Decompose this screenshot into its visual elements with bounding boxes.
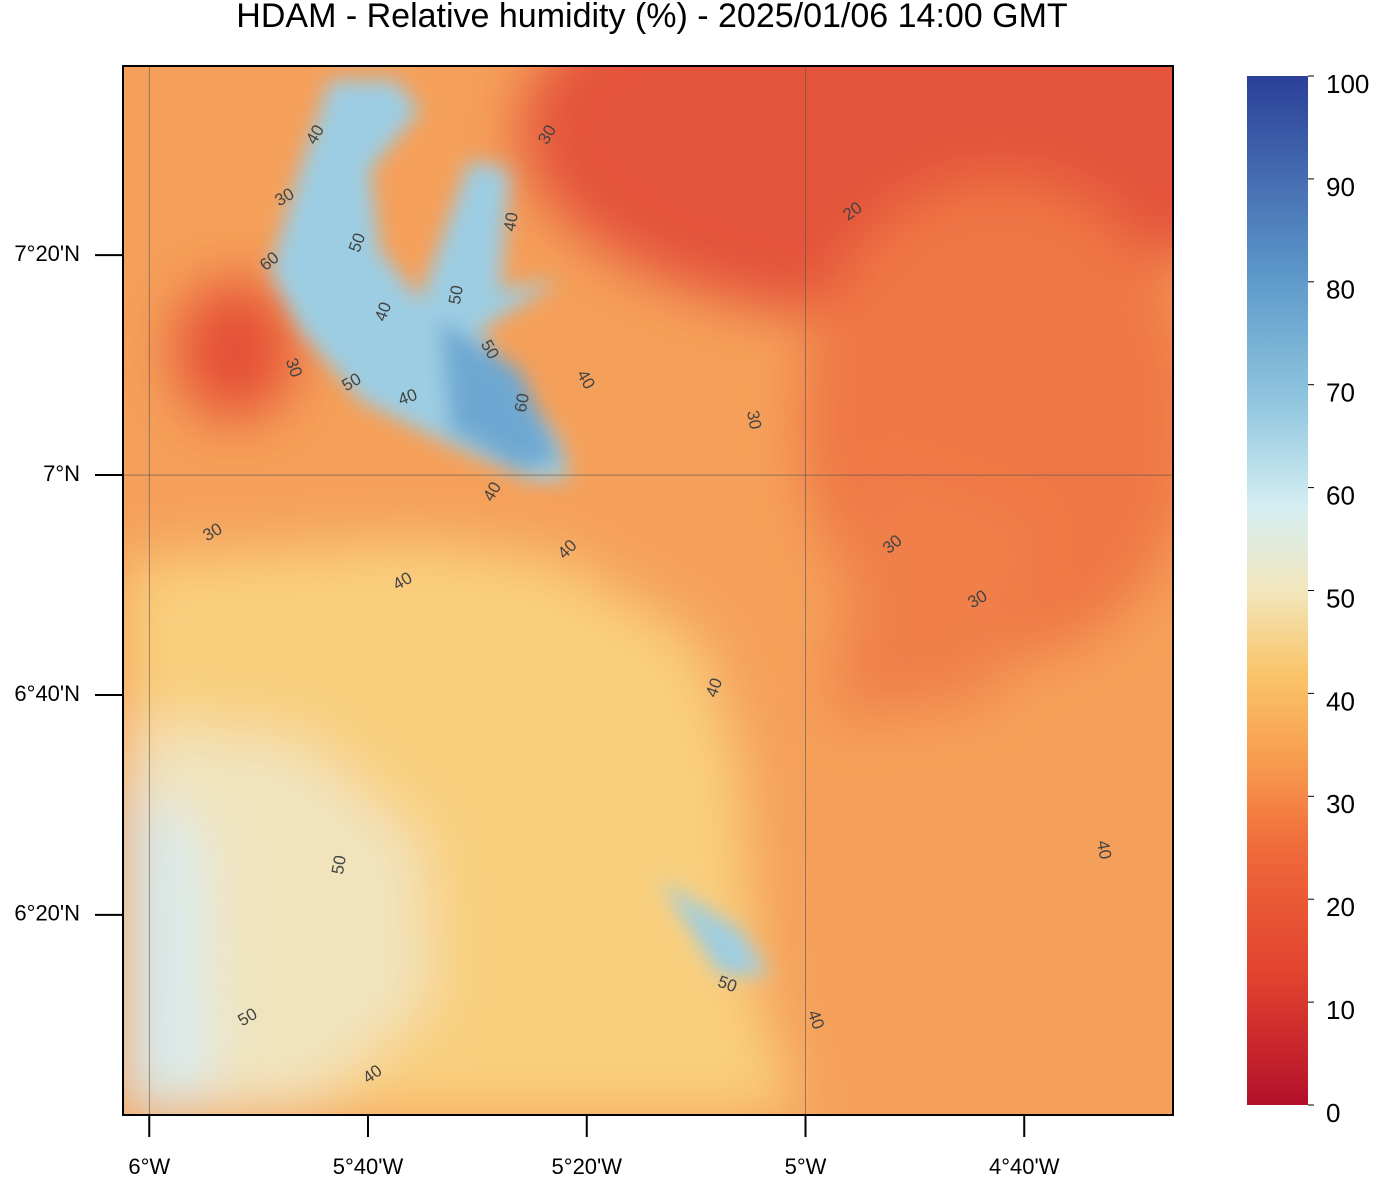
colorbar-tick-label: 100 (1326, 69, 1369, 99)
colorbar-tick-label: 80 (1326, 275, 1355, 305)
contour-label: 60 (511, 392, 533, 414)
map-frame (122, 65, 1174, 1116)
colorbar-tick-label: 70 (1326, 378, 1355, 408)
y-tick-label: 6°20'N (14, 901, 80, 926)
map-field (123, 66, 1173, 1115)
graticule-layer (123, 66, 1173, 1115)
colorbar-tick-label: 90 (1326, 172, 1355, 202)
contour-label: 50 (445, 284, 467, 306)
contour-label: 30 (743, 409, 765, 431)
x-tick-label: 5°W (785, 1154, 827, 1179)
colorbar-tick-label: 60 (1326, 480, 1355, 510)
x-tick-label: 6°W (128, 1154, 170, 1179)
contour-label: 40 (500, 211, 522, 233)
colorbar-tick-label: 20 (1326, 892, 1355, 922)
contour-label: 40 (1093, 839, 1115, 861)
y-tick-label: 7°N (43, 461, 80, 486)
x-tick-label: 4°40'W (989, 1154, 1060, 1179)
colorbar-tick-label: 40 (1326, 686, 1355, 716)
colorbar-tick-label: 30 (1326, 789, 1355, 819)
title: HDAM - Relative humidity (%) - 2025/01/0… (236, 0, 1067, 35)
y-tick-label: 7°20'N (14, 241, 80, 266)
colorbar-tick-label: 10 (1326, 995, 1355, 1025)
colorbar-tick-label: 0 (1326, 1098, 1340, 1128)
contour-label: 50 (328, 854, 350, 876)
colorbar (1247, 76, 1308, 1105)
colorbar-tick-label: 50 (1326, 583, 1355, 613)
y-tick-label: 6°40'N (14, 681, 80, 706)
x-tick-label: 5°40'W (333, 1154, 404, 1179)
x-tick-label: 5°20'W (552, 1154, 623, 1179)
